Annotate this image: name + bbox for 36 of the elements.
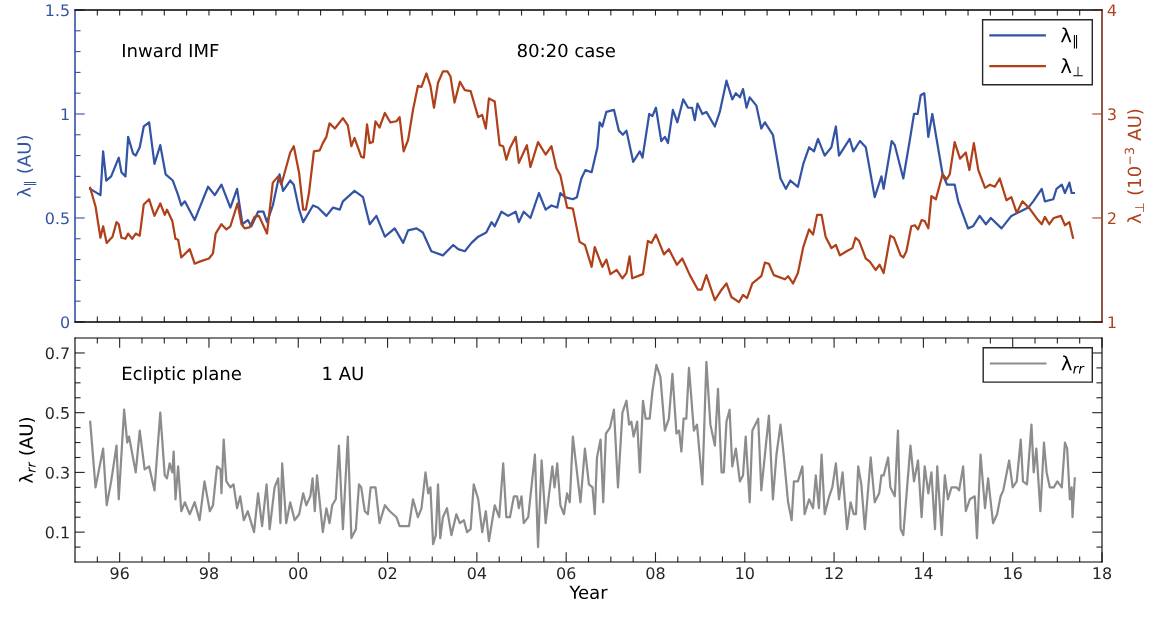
- y-tick-label: 1.5: [46, 4, 69, 17]
- x-tick-label: 02: [378, 567, 397, 580]
- y2-tick-label: 1: [1108, 316, 1116, 329]
- y-tick-label: 0: [61, 316, 70, 329]
- legend-label: λ$_{⊥}$: [1060, 58, 1083, 77]
- y-axis-title: λ$_{rr}$ (AU): [18, 418, 36, 484]
- y-tick-label: 1: [61, 108, 69, 121]
- y-axis-title: λ$_{∥}$ (AU): [16, 136, 37, 198]
- x-tick-label: 12: [825, 567, 843, 579]
- x-tick-label: 96: [110, 567, 129, 580]
- y-tick-label: 0.5: [45, 212, 69, 225]
- x-tick-label: 18: [1093, 567, 1112, 580]
- annotation: 80:20 case: [517, 43, 615, 58]
- x-tick-label: 00: [289, 567, 308, 580]
- y2-tick-label: 4: [1107, 4, 1117, 17]
- y-tick-label: 0.5: [45, 406, 69, 419]
- annotation: Ecliptic plane: [122, 366, 241, 384]
- y-tick-label: 0.3: [45, 466, 69, 479]
- x-tick-label: 04: [467, 567, 487, 580]
- x-tick-label: 08: [646, 567, 665, 580]
- legend-label: λ$_{∥}$: [1060, 27, 1078, 49]
- annotation: Inward IMF: [122, 43, 219, 58]
- x-axis-title: Year: [569, 585, 608, 600]
- y-tick-label: 0.1: [45, 526, 69, 539]
- x-tick-label: 06: [557, 567, 576, 580]
- y2-tick-label: 2: [1108, 212, 1116, 225]
- x-tick-label: 14: [914, 567, 933, 579]
- annotation: 1 AU: [323, 366, 363, 381]
- x-tick-label: 16: [1004, 567, 1022, 580]
- x-tick-label: 10: [736, 567, 754, 580]
- line-series: [89, 79, 1075, 257]
- x-tick-label: 98: [199, 567, 219, 580]
- y-tick-label: 0.7: [45, 347, 69, 360]
- legend-label: λ$_{rr}$: [1061, 355, 1085, 374]
- y2-axis-title: λ$_{⊥}$ (10$^{−3}$ AU): [1124, 109, 1144, 224]
- y2-tick-label: 3: [1108, 108, 1116, 121]
